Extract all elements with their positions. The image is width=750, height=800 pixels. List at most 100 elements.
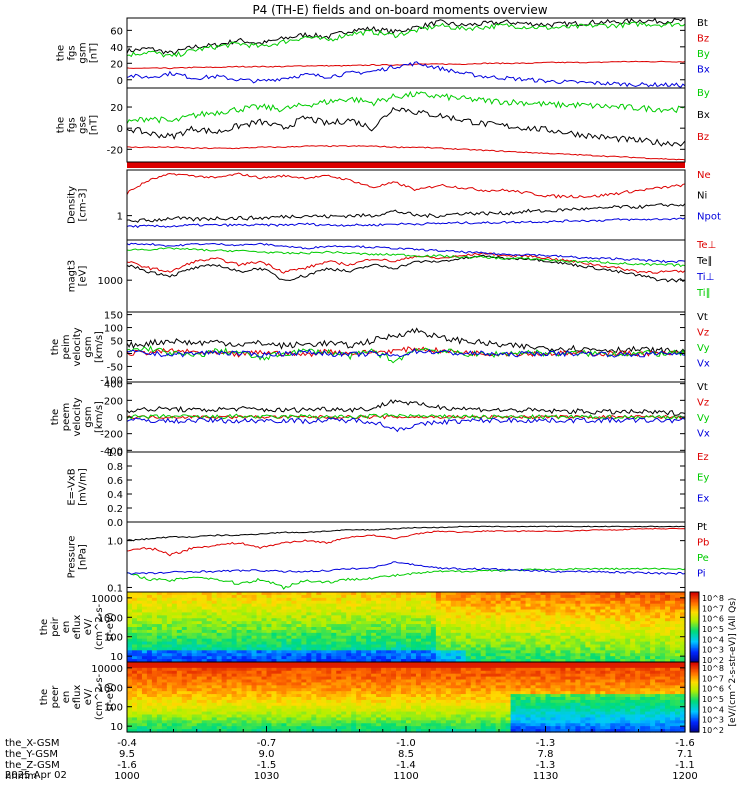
- spectrogram-cell: [485, 705, 492, 710]
- spectrogram-cell: [670, 635, 676, 640]
- spectrogram-cell: [475, 682, 482, 686]
- spectrogram-cell: [286, 638, 293, 643]
- spectrogram-cell: [485, 618, 492, 622]
- spectrogram-cell: [410, 638, 417, 643]
- spectrogram-cell: [321, 662, 327, 666]
- spectrogram-cell: [351, 664, 357, 669]
- spectrogram-cell: [316, 659, 322, 663]
- spectrogram-cell: [475, 705, 482, 710]
- spectrogram-cell: [191, 699, 198, 704]
- spectrogram-cell: [510, 694, 517, 698]
- spectrogram-cell: [291, 609, 297, 614]
- spectrogram-cell: [455, 592, 462, 596]
- spectrogram-cell: [356, 624, 362, 628]
- spectrogram-cell: [575, 603, 581, 608]
- spectrogram-cell: [281, 702, 288, 707]
- spectrogram-cell: [331, 702, 337, 707]
- spectrogram-cell: [146, 691, 153, 695]
- spectrogram-cell: [470, 708, 477, 713]
- spectrogram-cell: [316, 615, 322, 619]
- spectrogram-cell: [366, 673, 372, 678]
- spectrogram-cell: [510, 729, 517, 733]
- spectrogram-cell: [166, 691, 173, 695]
- spectrogram-cell: [485, 691, 492, 695]
- spectrogram-cell: [361, 644, 367, 649]
- spectrogram-cell: [475, 659, 482, 663]
- spectrogram-cell: [231, 597, 238, 602]
- spectrogram-cell: [480, 603, 487, 608]
- spectrogram-cell: [376, 729, 382, 733]
- spectrogram-cell: [376, 606, 382, 611]
- y-axis-label: gsm: [83, 336, 94, 357]
- spectrogram-cell: [680, 629, 686, 634]
- spectrogram-cell: [590, 597, 596, 602]
- spectrogram-cell: [216, 679, 223, 684]
- spectrogram-cell: [161, 621, 168, 625]
- spectrogram-cell: [346, 600, 352, 605]
- spectrogram-cell: [420, 641, 427, 646]
- spectrogram-cell: [186, 644, 193, 649]
- spectrogram-cell: [590, 612, 596, 616]
- spectrogram-cell: [585, 618, 591, 622]
- spectrogram-cell: [221, 694, 228, 698]
- spectrogram-cell: [605, 627, 611, 631]
- spectrogram-cell: [136, 603, 143, 608]
- spectrogram-cell: [550, 638, 557, 643]
- spectrogram-cell: [261, 720, 268, 724]
- spectrogram-cell: [276, 606, 283, 611]
- spectrogram-cell: [136, 667, 143, 672]
- spectrogram-cell: [376, 679, 382, 684]
- spectrogram-cell: [211, 717, 218, 721]
- spectrogram-cell: [276, 673, 283, 678]
- spectrogram-cell: [396, 688, 402, 692]
- spectrogram-cell: [415, 720, 422, 724]
- spectrogram-cell: [251, 682, 258, 686]
- spectrogram-cell: [211, 606, 218, 611]
- spectrogram-cell: [575, 600, 581, 605]
- spectrogram-cell: [500, 714, 507, 719]
- spectrogram-cell: [176, 592, 183, 596]
- spectrogram-cell: [336, 720, 342, 724]
- spectrogram-cell: [465, 618, 472, 622]
- spectrogram-cell: [550, 726, 557, 730]
- spectrogram-cell: [151, 594, 158, 599]
- spectrogram-cell: [206, 615, 213, 619]
- spectrogram-cell: [306, 618, 312, 622]
- spectrogram-cell: [490, 609, 497, 614]
- spectrogram-cell: [291, 644, 297, 649]
- spectrogram-cell: [480, 627, 487, 631]
- spectrogram-cell: [331, 688, 337, 692]
- spectrogram-cell: [291, 664, 297, 669]
- spectrogram-cell: [391, 632, 397, 637]
- spectrogram-cell: [206, 691, 213, 695]
- spectrogram-cell: [670, 612, 676, 616]
- spectrogram-cell: [326, 612, 332, 616]
- spectrogram-cell: [296, 676, 302, 681]
- spectrogram-cell: [520, 621, 527, 625]
- spectrogram-cell: [545, 676, 552, 681]
- spectrogram-cell: [291, 694, 297, 698]
- spectrogram-cell: [445, 723, 452, 727]
- spectrogram-cell: [381, 627, 387, 631]
- spectrogram-cell: [450, 638, 457, 643]
- spectrogram-cell: [520, 609, 527, 614]
- spectrogram-cell: [131, 656, 138, 660]
- spectrogram-cell: [181, 723, 188, 727]
- spectrogram-cell: [460, 621, 467, 625]
- spectrogram-cell: [296, 650, 302, 654]
- spectrogram-cell: [585, 650, 591, 654]
- spectrogram-cell: [246, 702, 253, 707]
- spectrogram-cell: [146, 597, 153, 602]
- spectrogram-cell: [131, 664, 138, 669]
- spectrogram-cell: [555, 720, 562, 724]
- spectrogram-cell: [251, 635, 258, 640]
- spectrogram-cell: [241, 603, 248, 608]
- spectrogram-cell: [525, 720, 532, 724]
- spectrogram-cell: [281, 699, 288, 704]
- spectrogram-cell: [351, 624, 357, 628]
- spectrogram-cell: [406, 644, 412, 649]
- spectrogram-cell: [156, 723, 163, 727]
- spectrogram-cell: [301, 697, 307, 701]
- spectrogram-cell: [326, 691, 332, 695]
